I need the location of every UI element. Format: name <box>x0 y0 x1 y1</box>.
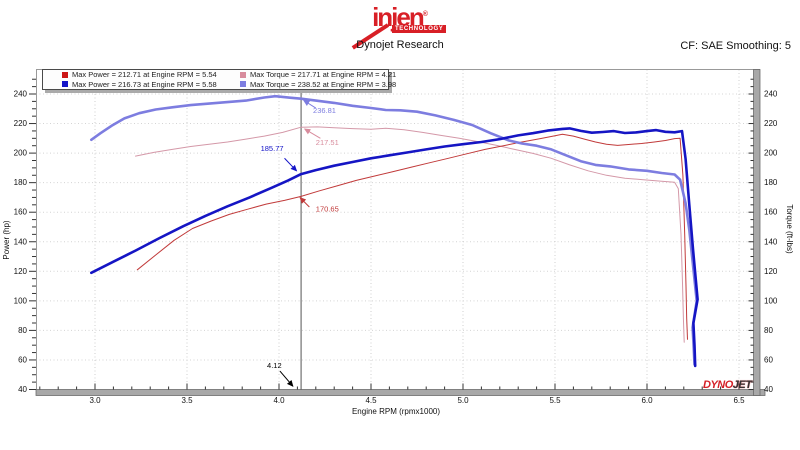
svg-text:140: 140 <box>764 237 778 246</box>
svg-text:6.0: 6.0 <box>641 396 653 405</box>
dynojet-logo-jet: JET <box>732 379 752 391</box>
dyno-plot: 3.0 3.5 4.0 4.5 5.0 5.5 6.0 6.5 Engine RPM (rpmx… <box>2 69 794 416</box>
svg-text:100: 100 <box>764 296 778 305</box>
legend-box: Max Power = 212.71 at Engine RPM = 5.54 … <box>42 69 396 90</box>
svg-text:140: 140 <box>14 237 28 246</box>
legend-label: Max Power = 216.73 at Engine RPM = 5.58 <box>72 79 217 89</box>
readout-4.12: 4.12 <box>267 361 282 370</box>
torque-baseline-curve <box>135 126 685 343</box>
injen-logo: injen® TECHNOLOGY <box>338 2 462 50</box>
torque-pf2013-curve <box>90 94 699 366</box>
svg-text:220: 220 <box>14 119 28 128</box>
series-swatch-red <box>62 71 68 78</box>
svg-text:200: 200 <box>764 149 778 158</box>
svg-text:5.5: 5.5 <box>549 396 561 405</box>
legend-item: Max Torque = 217.71 at Engine RPM = 4.21 <box>240 70 396 79</box>
logo-technology-band: TECHNOLOGY <box>392 25 447 33</box>
legend-label: Max Torque = 217.71 at Engine RPM = 4.21 <box>250 70 397 80</box>
legend-item: Max Power = 212.71 at Engine RPM = 5.54 <box>62 70 240 79</box>
legend-item: Max Torque = 238.52 at Engine RPM = 3.98 <box>240 80 396 89</box>
power-pf2013-curve <box>90 127 699 368</box>
smoothing-setting-label: CF: SAE Smoothing: 5 <box>680 40 791 52</box>
legend-item: Max Power = 216.73 at Engine RPM = 5.58 <box>62 80 240 89</box>
svg-text:4.5: 4.5 <box>365 396 377 405</box>
svg-text:3.0: 3.0 <box>89 396 101 405</box>
svg-text:Torque (ft-lbs): Torque (ft-lbs) <box>785 204 794 254</box>
legend-label: Max Torque = 238.52 at Engine RPM = 3.98 <box>250 79 397 89</box>
svg-text:240: 240 <box>764 90 778 99</box>
svg-text:4.0: 4.0 <box>273 396 285 405</box>
run-file-list: ⚑RunFile_3.wp8 [ At: 2:12:26 PM, Tuesday… <box>3 423 487 450</box>
svg-text:180: 180 <box>14 178 28 187</box>
series-swatch-lightblue <box>240 81 246 88</box>
legend-label: Max Power = 212.71 at Engine RPM = 5.54 <box>72 70 217 80</box>
svg-text:100: 100 <box>14 296 28 305</box>
svg-text:80: 80 <box>18 326 27 335</box>
svg-text:120: 120 <box>14 267 28 276</box>
svg-text:60: 60 <box>764 355 773 364</box>
svg-text:220: 220 <box>764 119 778 128</box>
svg-text:160: 160 <box>14 208 28 217</box>
svg-text:240: 240 <box>14 90 28 99</box>
svg-text:Engine RPM (rpmx1000): Engine RPM (rpmx1000) <box>352 407 440 416</box>
readout-236.81: 236.81 <box>313 106 336 115</box>
series-swatch-blue <box>62 81 68 88</box>
svg-text:180: 180 <box>764 178 778 187</box>
svg-text:40: 40 <box>764 385 773 394</box>
series-swatch-pink <box>240 71 246 78</box>
svg-text:120: 120 <box>764 267 778 276</box>
registered-mark-icon: ® <box>422 11 428 18</box>
readout-217.51: 217.51 <box>316 138 339 147</box>
dynojet-watermark: DYNOJET <box>703 379 752 391</box>
dynojet-logo-dyno: DYNO <box>703 379 733 391</box>
svg-text:80: 80 <box>764 326 773 335</box>
svg-text:5.0: 5.0 <box>457 396 469 405</box>
power-baseline-curve <box>136 133 688 340</box>
readout-170.65: 170.65 <box>316 204 339 213</box>
readout-185.77: 185.77 <box>261 144 284 153</box>
svg-text:Power (hp): Power (hp) <box>2 220 11 259</box>
svg-text:160: 160 <box>764 208 778 217</box>
svg-text:60: 60 <box>18 355 27 364</box>
chart-title: Dynojet Research <box>356 39 444 51</box>
svg-text:200: 200 <box>14 149 28 158</box>
svg-text:6.5: 6.5 <box>733 396 745 405</box>
svg-text:40: 40 <box>18 385 27 394</box>
svg-text:3.5: 3.5 <box>181 396 193 405</box>
